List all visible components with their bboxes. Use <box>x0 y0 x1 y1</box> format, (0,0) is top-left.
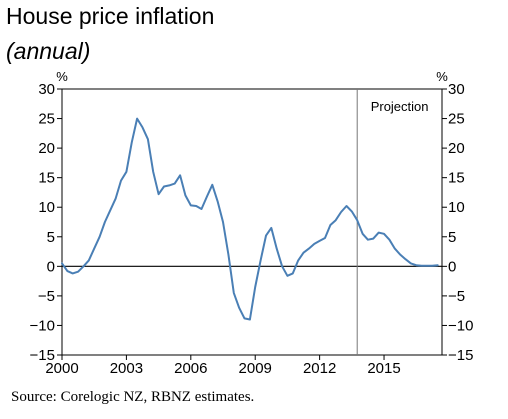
y-axis-unit-left: % <box>56 69 68 84</box>
y-tick-left-label: 25 <box>38 111 55 128</box>
source-note: Source: Corelogic NZ, RBNZ estimates. <box>11 389 255 405</box>
x-tick-label: 2006 <box>174 360 207 377</box>
y-tick-right-label: 25 <box>448 111 465 128</box>
plot-frame <box>61 88 443 356</box>
x-tick-label: 2012 <box>303 360 336 377</box>
y-tick-right-label: −10 <box>448 317 473 334</box>
y-tick-right-label: 5 <box>448 229 456 246</box>
y-axis-left: −15 −10 −5 0 5 10 15 20 25 30 <box>30 81 62 364</box>
y-tick-right-label: 30 <box>448 81 465 98</box>
y-tick-right-label: 20 <box>448 140 465 157</box>
y-tick-right-label: 15 <box>448 170 465 187</box>
y-tick-left-label: −10 <box>30 317 55 334</box>
y-axis-right: −15 −10 −5 0 5 10 15 20 25 30 <box>442 81 473 364</box>
y-tick-left-label: 30 <box>38 81 55 98</box>
x-tick-label: 2000 <box>45 360 78 377</box>
y-tick-right-label: −5 <box>448 288 465 305</box>
y-axis-unit-right: % <box>436 69 448 84</box>
y-tick-left-label: 5 <box>47 229 55 246</box>
y-tick-left-label: −15 <box>30 347 55 364</box>
chart-title: House price inflation <box>6 3 215 29</box>
x-tick-label: 2003 <box>110 360 143 377</box>
y-tick-left-label: 15 <box>38 170 55 187</box>
y-tick-right-label: 0 <box>448 258 456 275</box>
plot-area: Projection <box>61 88 443 356</box>
y-tick-left-label: 20 <box>38 140 55 157</box>
x-tick-label: 2009 <box>239 360 272 377</box>
x-axis: 2000 2003 2006 2009 2012 2015 <box>45 355 401 377</box>
chart-subtitle: (annual) <box>6 38 91 64</box>
x-tick-label: 2015 <box>367 360 400 377</box>
y-tick-right-label: −15 <box>448 347 473 364</box>
y-tick-right-label: 10 <box>448 199 465 216</box>
y-tick-left-label: −5 <box>38 288 55 305</box>
y-tick-left-label: 10 <box>38 199 55 216</box>
y-tick-left-label: 0 <box>47 258 55 275</box>
projection-label: Projection <box>371 99 429 114</box>
series-line-house-price-inflation <box>61 117 439 321</box>
